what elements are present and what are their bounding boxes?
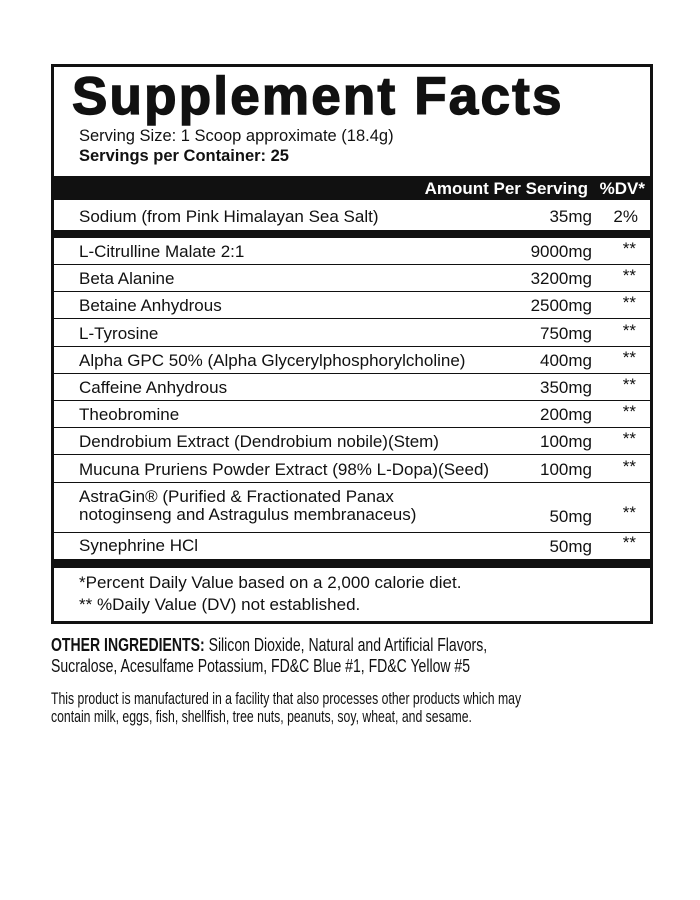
header-dv: %DV* (599, 179, 645, 198)
ingredient-amount: 35mg (549, 207, 592, 226)
ingredient-dv: ** (622, 347, 636, 367)
other-ingredients-text: Silicon Dioxide, Natural and Artificial … (204, 635, 488, 655)
ingredient-name-line2: notoginseng and Astragulus membranaceus) (79, 505, 417, 524)
table-row: L-Tyrosine 750mg ** (54, 320, 650, 347)
allergen-statement-line2: contain milk, eggs, fish, shellfish, tre… (51, 707, 472, 726)
ingredient-name: Caffeine Anhydrous (79, 378, 228, 397)
table-row: Caffeine Anhydrous 350mg ** (54, 374, 650, 401)
ingredient-amount: 3200mg (530, 269, 592, 289)
table-row: Betaine Anhydrous 2500mg ** (54, 292, 650, 320)
footnote-dv: *Percent Daily Value based on a 2,000 ca… (79, 573, 462, 592)
other-ingredients-line2: Sucralose, Acesulfame Potassium, FD&C Bl… (51, 656, 471, 676)
table-row: L-Citrulline Malate 2:1 9000mg ** (54, 238, 650, 265)
ingredient-name: Betaine Anhydrous (79, 296, 222, 316)
ingredient-amount: 200mg (540, 405, 592, 425)
ingredient-dv: ** (622, 293, 636, 313)
divider (54, 559, 650, 568)
ingredient-dv: 2% (613, 207, 638, 226)
serving-size: Serving Size: 1 Scoop approximate (18.4g… (79, 127, 394, 145)
ingredient-dv: ** (622, 429, 636, 449)
supplement-facts-panel: Supplement Facts Serving Size: 1 Scoop a… (51, 64, 653, 624)
ingredient-amount: 350mg (540, 378, 592, 397)
ingredient-amount: 400mg (540, 350, 592, 370)
table-row: Mucuna Pruriens Powder Extract (98% L-Do… (54, 456, 650, 483)
ingredient-dv: ** (622, 266, 636, 286)
ingredient-amount: 750mg (540, 323, 592, 343)
ingredient-name: Sodium (from Pink Himalayan Sea Salt) (79, 207, 379, 226)
ingredient-amount: 2500mg (530, 296, 592, 316)
ingredient-dv: ** (622, 503, 636, 522)
panel-title: Supplement Facts (71, 66, 564, 126)
ingredient-amount: 50mg (549, 507, 592, 526)
table-row: Dendrobium Extract (Dendrobium nobile)(S… (54, 428, 650, 456)
ingredient-name: L-Tyrosine (79, 323, 159, 343)
ingredient-amount: 9000mg (530, 242, 592, 261)
ingredient-name: Mucuna Pruriens Powder Extract (98% L-Do… (79, 459, 490, 479)
ingredient-amount: 100mg (540, 432, 592, 452)
ingredient-name: Dendrobium Extract (Dendrobium nobile)(S… (79, 432, 439, 452)
table-header: Amount Per Serving %DV* (54, 176, 650, 200)
ingredient-name: L-Citrulline Malate 2:1 (79, 242, 245, 261)
ingredient-amount: 100mg (540, 459, 592, 479)
ingredient-name: Beta Alanine (79, 269, 175, 289)
other-ingredients-label: OTHER INGREDIENTS: (51, 635, 205, 655)
ingredient-dv: ** (622, 456, 636, 476)
ingredient-dv: ** (622, 375, 636, 394)
other-ingredients: OTHER INGREDIENTS: Silicon Dioxide, Natu… (51, 634, 487, 656)
divider (54, 230, 650, 238)
table-row: Sodium (from Pink Himalayan Sea Salt) 35… (54, 203, 650, 230)
table-row: Alpha GPC 50% (Alpha Glycerylphosphorylc… (54, 347, 650, 374)
ingredient-dv: ** (622, 320, 636, 340)
ingredient-name: AstraGin® (Purified & Fractionated Panax (79, 487, 394, 506)
header-amount: Amount Per Serving (424, 179, 588, 198)
servings-per-container: Servings per Container: 25 (79, 147, 289, 165)
ingredient-dv: ** (622, 402, 636, 422)
ingredient-dv: ** (622, 533, 636, 552)
ingredient-amount: 50mg (549, 537, 592, 556)
table-row: Beta Alanine 3200mg ** (54, 265, 650, 293)
table-row: Theobromine 200mg ** (54, 401, 650, 429)
ingredient-dv: ** (622, 239, 636, 258)
table-row: AstraGin® (Purified & Fractionated Panax… (54, 483, 650, 533)
allergen-statement: This product is manufactured in a facili… (51, 689, 522, 708)
table-row: Synephrine HCl 50mg ** (54, 533, 650, 559)
ingredient-name: Alpha GPC 50% (Alpha Glycerylphosphorylc… (79, 350, 466, 370)
footnote-not-established: ** %Daily Value (DV) not established. (79, 595, 361, 614)
ingredient-name: Theobromine (79, 405, 180, 425)
ingredient-name: Synephrine HCl (79, 536, 199, 555)
